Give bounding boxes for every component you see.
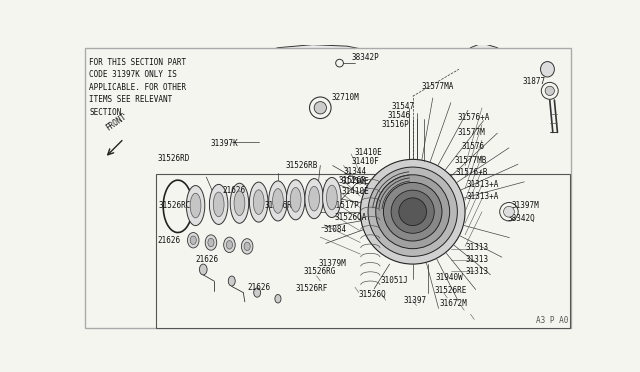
Text: 31526RC: 31526RC [159,201,191,210]
Text: 31547: 31547 [391,102,414,111]
Ellipse shape [287,180,305,220]
Ellipse shape [253,288,260,297]
Ellipse shape [253,190,264,214]
Ellipse shape [228,276,236,286]
Text: 38342Q: 38342Q [508,214,535,223]
Ellipse shape [200,264,207,275]
Ellipse shape [230,183,249,223]
Text: 31379M: 31379M [319,259,346,268]
Ellipse shape [273,189,284,213]
Ellipse shape [250,182,268,222]
Text: 31526RE: 31526RE [435,286,467,295]
Text: 31576: 31576 [462,142,485,151]
Text: 31313+A: 31313+A [467,192,499,201]
Text: A3 P A0: A3 P A0 [536,316,568,325]
Text: 31526R: 31526R [339,176,367,185]
Ellipse shape [190,236,196,244]
Text: 31410F: 31410F [351,157,379,166]
Text: 21626: 21626 [196,255,219,264]
Circle shape [368,167,458,256]
Text: 31313: 31313 [465,255,488,264]
Text: 21626: 21626 [223,186,246,195]
Circle shape [500,202,518,221]
Bar [156,174,570,328]
Text: 31526RG: 31526RG [303,266,336,276]
Text: 31526Q: 31526Q [359,290,387,299]
Text: 31576+B: 31576+B [456,168,488,177]
Text: 31526QA: 31526QA [334,214,367,222]
Circle shape [336,59,344,67]
Circle shape [383,183,442,241]
Text: 31084: 31084 [323,225,346,234]
Text: 31940W: 31940W [436,273,463,282]
Ellipse shape [269,181,287,221]
Ellipse shape [213,192,224,217]
Text: 31526RF: 31526RF [296,284,328,293]
Text: FOR THIS SECTION PART
CODE 31397K ONLY IS
APPLICABLE. FOR OTHER
ITEMS SEE RELEVA: FOR THIS SECTION PART CODE 31397K ONLY I… [90,58,186,117]
Text: 31410E: 31410E [342,187,370,196]
Text: 31526RA: 31526RA [265,201,297,210]
Ellipse shape [305,179,323,219]
Ellipse shape [308,186,319,211]
Circle shape [541,82,558,99]
Text: 31577MB: 31577MB [454,155,486,165]
Text: 31546: 31546 [387,111,410,120]
Text: 31410E: 31410E [342,177,370,186]
Text: 31516P: 31516P [382,120,410,129]
Text: 38342P: 38342P [351,53,379,62]
Ellipse shape [241,239,253,254]
Ellipse shape [323,177,341,218]
Text: 31313: 31313 [465,243,488,253]
Ellipse shape [234,191,245,216]
Polygon shape [456,43,525,169]
Circle shape [314,102,326,114]
Ellipse shape [227,241,232,249]
Text: 21626: 21626 [248,283,271,292]
Circle shape [391,190,435,233]
Ellipse shape [541,62,554,77]
Ellipse shape [291,187,301,212]
Text: 31313+A: 31313+A [467,180,499,189]
Text: 31576+A: 31576+A [458,112,490,122]
Text: 31051J: 31051J [380,276,408,285]
Ellipse shape [244,242,250,251]
Polygon shape [251,45,405,222]
Text: 31313: 31313 [465,266,488,276]
Ellipse shape [186,186,205,225]
Circle shape [376,175,450,249]
Text: 31526RB: 31526RB [285,161,318,170]
Circle shape [310,97,331,119]
Text: 31577M: 31577M [458,128,485,137]
Text: 31672M: 31672M [440,299,467,308]
Text: 31526RD: 31526RD [158,154,190,163]
Text: 31397: 31397 [403,296,427,305]
Circle shape [504,206,515,217]
Text: 31397M: 31397M [511,201,539,210]
Text: 32710M: 32710M [332,93,360,102]
Text: 31517P: 31517P [332,201,360,210]
Ellipse shape [205,235,217,250]
Ellipse shape [223,237,236,253]
Circle shape [360,159,465,264]
Ellipse shape [190,193,201,218]
Ellipse shape [208,238,214,247]
Text: 31397K: 31397K [211,140,239,148]
Ellipse shape [209,185,228,224]
Ellipse shape [275,295,281,303]
Text: 31344: 31344 [344,167,367,176]
Text: 31877: 31877 [522,77,545,86]
Text: FRONT: FRONT [104,112,128,132]
Text: 31577MA: 31577MA [422,82,454,91]
Circle shape [545,86,554,96]
Circle shape [399,198,427,225]
Text: 31410E: 31410E [354,148,382,157]
Text: 21626: 21626 [158,236,181,245]
Ellipse shape [188,232,199,248]
Ellipse shape [326,185,337,210]
